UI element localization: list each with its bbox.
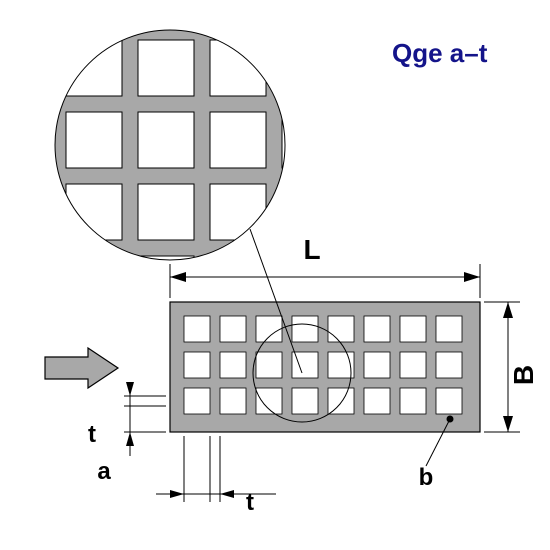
diagram-title: Qge a–t	[392, 38, 488, 68]
flow-direction-arrow	[45, 348, 118, 388]
dimension-t-horizontal-label: t	[246, 489, 254, 516]
dimension-a-t-vertical	[124, 382, 166, 456]
perforated-plate	[170, 302, 480, 432]
dimension-L	[170, 264, 480, 298]
dimension-a-vertical-label: a	[97, 458, 111, 485]
dimension-L-label: L	[303, 234, 320, 265]
plate-outline	[170, 302, 480, 432]
dimension-t-vertical-label: t	[88, 421, 96, 448]
dimension-B-label: B	[508, 365, 539, 385]
perforated-plate-diagram: Qge a–t L B a t t b	[0, 0, 550, 550]
dimension-b-label: b	[419, 464, 434, 491]
magnifier-detail	[50, 25, 338, 312]
dimension-a-t-horizontal	[156, 436, 276, 502]
